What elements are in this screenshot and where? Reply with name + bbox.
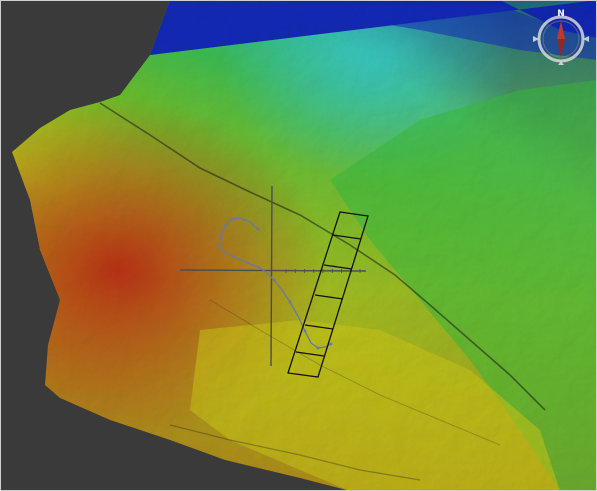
profile-curve	[218, 217, 332, 349]
profile-vertical-axis	[270, 185, 273, 367]
compass-needle-south	[557, 39, 565, 57]
profile-plane-box	[287, 211, 369, 378]
compass-north-label: N	[557, 9, 565, 19]
compass-west-tick	[533, 36, 539, 42]
compass-south-tick	[558, 61, 564, 65]
compass-rose-icon[interactable]: N	[531, 6, 591, 66]
profile-curve-points	[217, 223, 333, 350]
profile-horizontal-axis	[179, 269, 367, 272]
compass-east-tick	[583, 36, 589, 42]
compass-needle-north	[557, 21, 565, 39]
profile-overlay	[179, 185, 369, 378]
